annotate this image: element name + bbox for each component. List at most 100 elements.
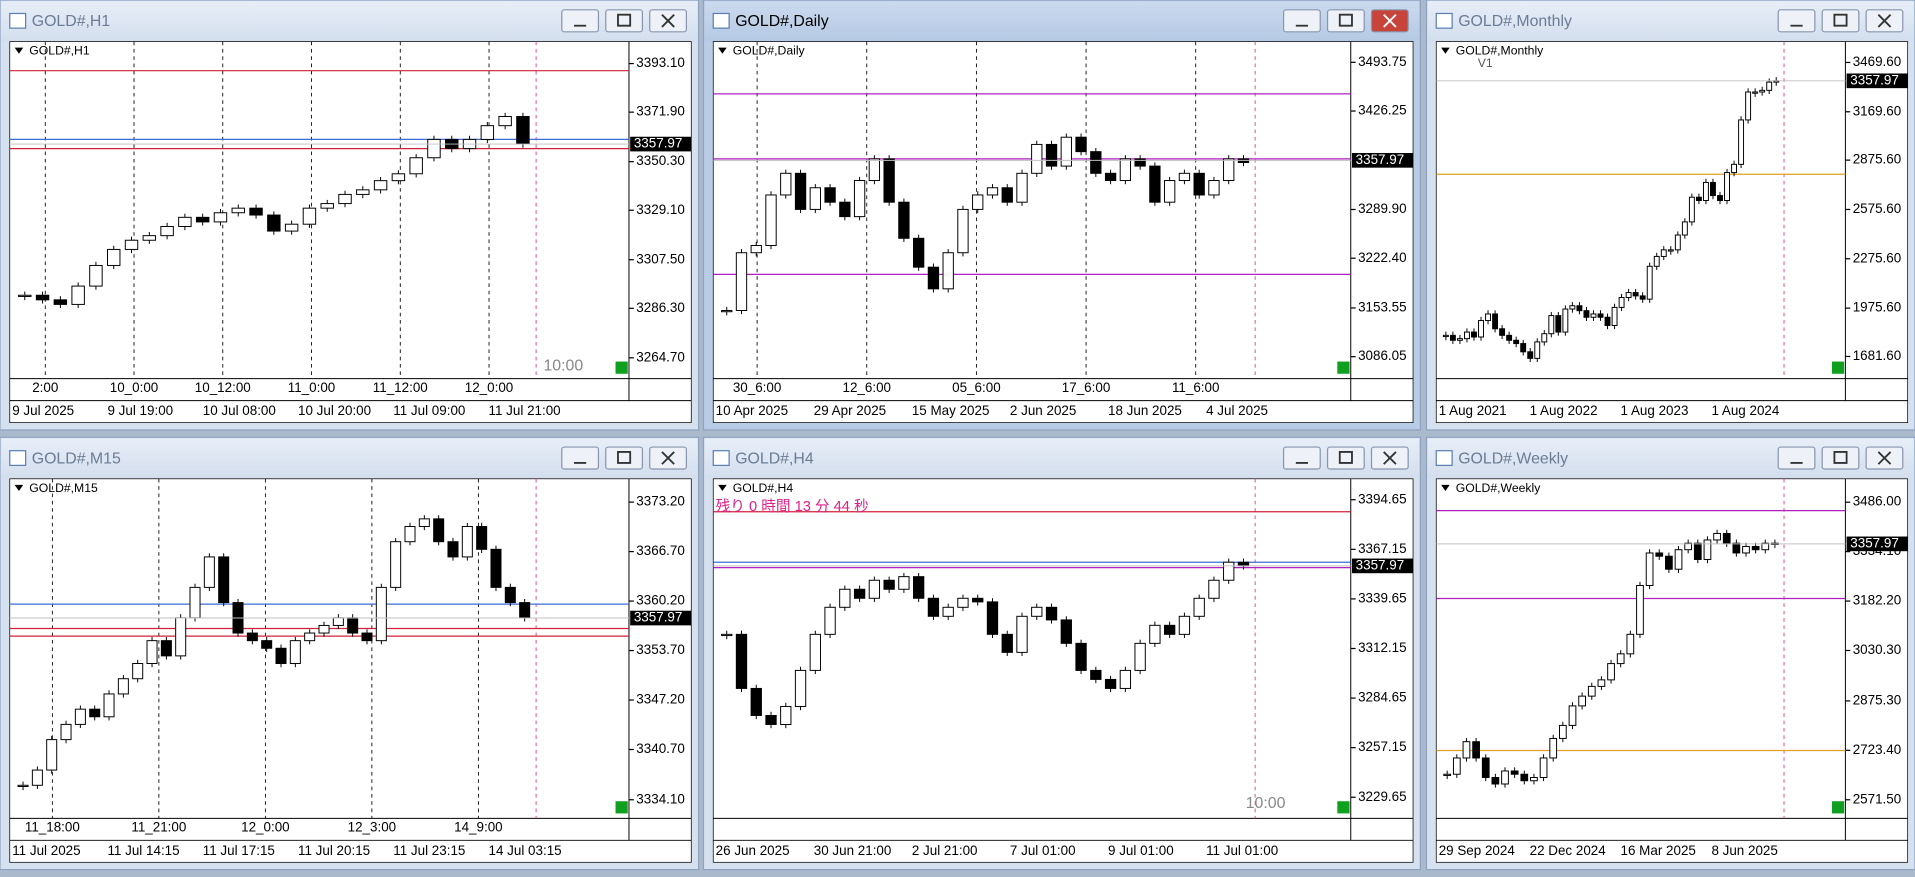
window-title: GOLD#,M15 <box>32 450 121 467</box>
minimize-button[interactable] <box>561 446 600 470</box>
maximize-button[interactable] <box>1326 9 1365 33</box>
x-tick-label: 16 Mar 2025 <box>1621 843 1696 858</box>
x-tick-label: 10 Jul 20:00 <box>298 403 371 418</box>
maximize-button[interactable] <box>1326 446 1365 470</box>
candle <box>498 116 512 127</box>
x-tick-label: 11 Jul 14:15 <box>107 843 179 858</box>
button-glyph <box>1338 451 1353 464</box>
x-tick-label: 1 Aug 2021 <box>1439 403 1507 418</box>
candle <box>447 541 459 558</box>
x-tick-label: 11 Jul 23:15 <box>393 843 465 858</box>
y-tick-label: 2571.50 <box>1853 791 1902 806</box>
candle <box>1722 532 1731 544</box>
candle <box>1626 633 1635 655</box>
chart-label: GOLD#,H1 <box>29 44 90 58</box>
maximize-button[interactable] <box>1821 9 1860 33</box>
candle <box>853 180 866 218</box>
window-title: GOLD#,Weekly <box>1458 450 1568 467</box>
session-label: 11_0:00 <box>288 380 336 395</box>
minimize-button[interactable] <box>1282 446 1321 470</box>
countdown: 10:00 <box>543 358 583 375</box>
x-tick-label: 29 Sep 2024 <box>1439 843 1516 858</box>
candle <box>1568 705 1577 726</box>
candle <box>1611 306 1618 326</box>
maximize-button[interactable] <box>605 446 644 470</box>
x-tick-label: 9 Jul 19:00 <box>107 403 173 418</box>
candle <box>35 294 50 301</box>
maximize-button[interactable] <box>605 9 644 33</box>
candle <box>1149 624 1161 644</box>
candle <box>868 579 881 599</box>
button-glyph <box>617 451 632 464</box>
candle <box>461 525 473 558</box>
candle <box>780 705 792 725</box>
candle <box>390 541 402 588</box>
y-tick-label: 3307.50 <box>636 251 685 266</box>
candle <box>1104 172 1117 182</box>
candle <box>1688 196 1695 223</box>
candle <box>18 294 32 297</box>
candle <box>1665 555 1673 570</box>
candle <box>347 617 359 634</box>
candle <box>794 172 807 210</box>
minimize-button[interactable] <box>1777 9 1816 33</box>
current-price: 3357.97 <box>634 136 683 151</box>
candle <box>1759 89 1766 93</box>
candle <box>1527 351 1534 359</box>
x-tick-label: 8 Jun 2025 <box>1711 843 1777 858</box>
candle <box>1193 172 1205 196</box>
candle <box>1510 770 1519 775</box>
candle <box>1443 773 1452 776</box>
candle <box>1223 158 1235 182</box>
candle <box>31 769 43 786</box>
session-label: 17_6:00 <box>1062 380 1111 395</box>
candle <box>1645 552 1654 586</box>
candle <box>302 207 317 225</box>
candle <box>433 518 445 543</box>
candle <box>142 235 157 241</box>
session-label: 11_12:00 <box>373 380 428 395</box>
candle <box>1178 615 1191 635</box>
status-box <box>615 361 628 374</box>
session-label: 2:00 <box>32 380 58 395</box>
candle <box>1738 119 1745 165</box>
minimize-button[interactable] <box>1777 446 1816 470</box>
minimize-button[interactable] <box>561 9 600 33</box>
maximize-button[interactable] <box>1821 446 1860 470</box>
chart-label: GOLD#,M15 <box>29 481 98 495</box>
candle <box>898 576 910 590</box>
candle <box>883 579 895 590</box>
chart-label: GOLD#,Daily <box>733 44 806 58</box>
candle <box>853 588 866 599</box>
candle <box>1031 143 1043 174</box>
x-tick-label: 26 Jun 2025 <box>716 843 790 858</box>
candle <box>794 669 807 707</box>
candle <box>1562 308 1569 333</box>
x-tick-label: 18 Jun 2025 <box>1108 403 1182 418</box>
minimize-button[interactable] <box>1282 9 1321 33</box>
y-tick-label: 3284.65 <box>1358 690 1407 705</box>
y-tick-label: 3366.70 <box>636 543 685 558</box>
candle <box>1506 334 1513 341</box>
session-label: 12_0:00 <box>241 820 290 835</box>
candle <box>318 624 330 634</box>
candle <box>71 285 85 305</box>
candle <box>1208 180 1220 196</box>
y-tick-label: 2875.30 <box>1853 692 1902 707</box>
x-tick-label: 11 Jul 01:00 <box>1206 843 1278 858</box>
y-tick-label: 3394.65 <box>1358 491 1407 506</box>
label-arrow <box>1441 47 1450 54</box>
candle <box>375 586 387 642</box>
candle <box>320 203 334 209</box>
candle <box>1208 579 1220 599</box>
candle <box>1632 292 1639 297</box>
y-tick-label: 3229.65 <box>1358 789 1407 804</box>
candle <box>986 601 999 635</box>
candle <box>304 632 316 642</box>
candle <box>942 252 954 290</box>
candle <box>765 714 777 725</box>
candle <box>1090 669 1102 680</box>
y-tick-label: 1681.60 <box>1853 348 1902 363</box>
